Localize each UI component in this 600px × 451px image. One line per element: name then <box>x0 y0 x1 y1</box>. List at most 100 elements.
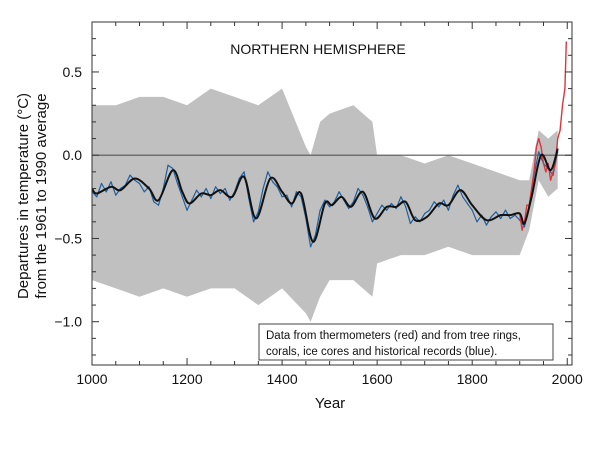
proxy-data-point <box>281 196 283 198</box>
instrumental-data-point <box>538 137 540 140</box>
smoothed-series-line <box>91 148 559 243</box>
y-tick-label: 0.5 <box>63 64 83 80</box>
instrumental-data-point <box>542 162 545 165</box>
proxy-data-point <box>414 216 416 218</box>
y-axis-label-line2: from the 1961 to 1990 average <box>33 93 50 298</box>
proxy-data-point <box>205 187 207 190</box>
proxy-data-point <box>115 194 117 196</box>
proxy-data-point <box>271 181 274 183</box>
proxy-data-point <box>214 186 217 188</box>
instrumental-data-point <box>557 137 559 140</box>
proxy-data-point <box>462 196 464 198</box>
chart-title: NORTHERN HEMISPHERE <box>230 41 406 57</box>
proxy-data-point <box>381 204 383 206</box>
proxy-data-point <box>452 194 454 196</box>
x-tick-label: 1600 <box>362 371 393 387</box>
instrumental-data-point <box>540 146 542 148</box>
instrumental-data-point <box>526 204 528 206</box>
proxy-data-point <box>210 197 212 200</box>
proxy-data-point <box>324 199 326 201</box>
proxy-data-point <box>276 186 278 188</box>
proxy-data-point <box>405 206 407 208</box>
instrumental-data-point <box>559 129 561 131</box>
proxy-data-point <box>367 206 369 208</box>
proxy-data-point <box>428 209 431 211</box>
y-tick-label: 0.0 <box>63 147 83 163</box>
proxy-data-point <box>376 212 378 215</box>
instrumental-data-point <box>533 171 535 173</box>
proxy-data-point <box>357 187 359 190</box>
proxy-data-point <box>96 196 98 198</box>
x-axis-label: Year <box>315 395 345 412</box>
proxy-data-point <box>433 201 435 203</box>
proxy-data-point <box>485 224 488 226</box>
proxy-data-point <box>386 209 388 211</box>
proxy-data-point <box>105 191 107 193</box>
proxy-data-point <box>119 187 122 190</box>
proxy-data-point <box>138 182 141 185</box>
y-tick-label: −0.5 <box>54 230 82 246</box>
series-layer <box>91 41 567 248</box>
plot-frame <box>91 21 573 366</box>
proxy-data-point <box>495 211 497 213</box>
legend-box: Data from thermometers (red) and from tr… <box>258 323 554 361</box>
instrumental-data-point <box>552 171 554 173</box>
proxy-data-point <box>186 209 188 211</box>
proxy-data-point <box>329 206 331 208</box>
proxy-data-point <box>504 209 507 211</box>
proxy-data-point <box>200 196 202 198</box>
proxy-data-point <box>319 209 321 211</box>
proxy-data-point <box>390 202 393 205</box>
proxy-data-point <box>157 204 160 206</box>
proxy-data-point <box>490 216 492 218</box>
instrumental-data-point <box>531 187 533 190</box>
proxy-data-point <box>457 184 459 186</box>
proxy-data-point <box>409 222 412 225</box>
proxy-data-point <box>229 199 231 201</box>
proxy-data-point <box>291 206 293 208</box>
proxy-data-point <box>447 209 450 211</box>
proxy-data-point <box>100 182 103 185</box>
proxy-data-point <box>191 199 193 201</box>
instrumental-data-point <box>550 179 552 181</box>
instrumental-data-point <box>565 41 567 43</box>
instrumental-data-point <box>564 88 566 90</box>
proxy-data-point <box>338 191 340 193</box>
instrumental-data-point <box>535 146 537 148</box>
y-tick-label: −1.0 <box>54 314 82 330</box>
ticks-layer: 1000 1200 1400 1600 1800 2000 0.5 0.0 −0.5 −1.0 <box>54 22 583 387</box>
legend-text-line2: corals, ice cores and historical records… <box>266 346 497 358</box>
instrumental-data-point <box>521 229 523 231</box>
proxy-data-point <box>110 181 112 183</box>
proxy-data-point <box>443 199 445 201</box>
proxy-data-point <box>310 246 312 248</box>
proxy-data-point <box>538 151 540 153</box>
proxy-data-point <box>466 202 469 205</box>
proxy-data-point <box>167 164 169 166</box>
instrumental-data-point <box>545 171 547 173</box>
proxy-data-point <box>348 207 350 210</box>
x-tick-label: 1000 <box>76 371 107 387</box>
instrumental-data-point <box>554 162 556 165</box>
proxy-data-point <box>476 221 478 223</box>
proxy-data-point <box>252 221 255 223</box>
proxy-data-point <box>362 194 364 196</box>
proxy-data-point <box>471 209 473 211</box>
proxy-data-point <box>224 187 226 190</box>
x-tick-label: 1800 <box>457 371 488 387</box>
y-axis-label-line1: Departures in temperature (°C) <box>15 93 32 299</box>
proxy-data-point <box>424 212 426 215</box>
proxy-data-point <box>243 171 245 173</box>
proxy-data-point <box>219 192 221 195</box>
instrumental-data-point <box>561 104 564 106</box>
proxy-data-point <box>395 207 397 210</box>
x-tick-label: 1200 <box>171 371 202 387</box>
proxy-data-point <box>172 167 174 170</box>
proxy-data-point <box>267 171 269 173</box>
proxy-data-point <box>295 191 297 193</box>
proxy-data-point <box>181 196 183 198</box>
proxy-data-point <box>195 189 198 191</box>
legend-text-line1: Data from thermometers (red) and from tr… <box>266 330 521 342</box>
proxy-data-point <box>400 196 402 198</box>
